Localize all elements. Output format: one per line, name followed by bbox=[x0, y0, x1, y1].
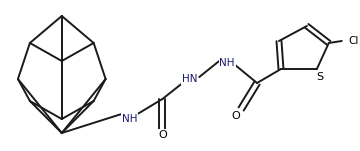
Text: O: O bbox=[158, 130, 167, 140]
Text: Cl: Cl bbox=[348, 36, 359, 46]
Text: HN: HN bbox=[181, 74, 197, 84]
Text: NH: NH bbox=[122, 114, 137, 124]
Text: NH: NH bbox=[219, 58, 235, 68]
Text: S: S bbox=[316, 72, 323, 82]
Text: O: O bbox=[232, 111, 240, 121]
